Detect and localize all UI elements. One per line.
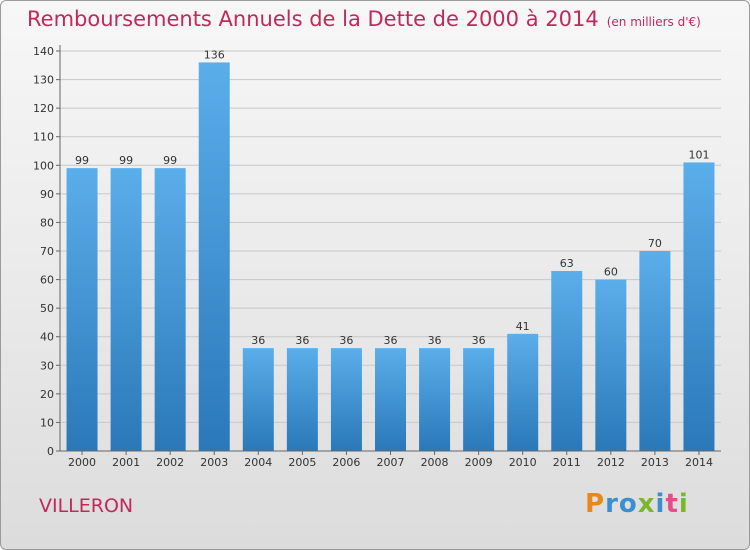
y-tick-label: 60 bbox=[40, 274, 54, 287]
bars: 99 99 99 136 36 36 36 36 36 36 41 63 60 70 101 bbox=[66, 48, 715, 452]
y-tick-label: 130 bbox=[33, 74, 54, 87]
x-tick-label: 2013 bbox=[641, 456, 669, 469]
brand-logo: Proxiti bbox=[585, 489, 689, 519]
x-tick-label: 2002 bbox=[156, 456, 184, 469]
x-tick-label: 2001 bbox=[112, 456, 140, 469]
y-axis: 0 10 20 30 40 50 60 70 80 90 100 110 120 130 140 bbox=[33, 45, 61, 458]
y-tick-label: 30 bbox=[40, 359, 54, 372]
data-label: 60 bbox=[604, 266, 618, 279]
data-label: 36 bbox=[251, 334, 265, 347]
y-tick-label: 20 bbox=[40, 388, 54, 401]
data-label: 136 bbox=[204, 48, 225, 61]
data-label: 99 bbox=[75, 154, 89, 167]
bar bbox=[683, 162, 715, 451]
chart-subtitle: (en milliers d'€) bbox=[606, 15, 701, 29]
data-label: 36 bbox=[339, 334, 353, 347]
commune-name: VILLERON bbox=[39, 495, 134, 517]
x-tick-label: 2010 bbox=[509, 456, 537, 469]
bar bbox=[595, 279, 627, 451]
bar bbox=[198, 62, 230, 452]
bar bbox=[507, 333, 539, 451]
bar bbox=[375, 348, 406, 451]
x-tick-label: 2006 bbox=[332, 456, 360, 469]
data-label: 63 bbox=[560, 257, 574, 270]
bar bbox=[639, 251, 671, 451]
data-label: 36 bbox=[384, 334, 398, 347]
y-tick-label: 40 bbox=[40, 331, 54, 344]
y-tick-label: 120 bbox=[33, 102, 54, 115]
x-tick-label: 2005 bbox=[288, 456, 316, 469]
x-tick-label: 2012 bbox=[597, 456, 625, 469]
y-tick-label: 110 bbox=[33, 131, 54, 144]
data-label: 36 bbox=[428, 334, 442, 347]
y-tick-label: 10 bbox=[40, 416, 54, 429]
x-tick-label: 2011 bbox=[553, 456, 581, 469]
x-tick-label: 2004 bbox=[244, 456, 272, 469]
y-tick-label: 0 bbox=[47, 445, 54, 458]
y-tick-label: 140 bbox=[33, 45, 54, 58]
bar bbox=[110, 168, 142, 451]
title-text: Remboursements Annuels de la Dette de 20… bbox=[27, 7, 599, 31]
bar bbox=[419, 348, 451, 451]
x-tick-label: 2003 bbox=[200, 456, 228, 469]
data-label: 101 bbox=[688, 148, 709, 161]
chart-title: Remboursements Annuels de la Dette de 20… bbox=[27, 7, 701, 31]
data-label: 36 bbox=[295, 334, 309, 347]
y-tick-label: 80 bbox=[40, 216, 54, 229]
data-label: 99 bbox=[119, 154, 133, 167]
y-tick-label: 70 bbox=[40, 245, 54, 258]
bar bbox=[463, 348, 495, 451]
bar bbox=[330, 348, 362, 451]
bar bbox=[154, 168, 186, 451]
y-tick-label: 50 bbox=[40, 302, 54, 315]
x-tick-label: 2007 bbox=[377, 456, 405, 469]
x-tick-label: 2009 bbox=[465, 456, 493, 469]
bar bbox=[286, 348, 318, 451]
y-tick-label: 100 bbox=[33, 159, 54, 172]
y-tick-label: 90 bbox=[40, 188, 54, 201]
bar bbox=[66, 168, 98, 451]
data-label: 99 bbox=[163, 154, 177, 167]
x-tick-label: 2008 bbox=[421, 456, 449, 469]
x-axis: 2000 2001 2002 2003 2004 2005 2006 2007 2008 2009… bbox=[60, 450, 721, 469]
data-label: 41 bbox=[516, 320, 530, 333]
x-tick-label: 2000 bbox=[68, 456, 96, 469]
bar bbox=[551, 271, 583, 451]
data-label: 36 bbox=[472, 334, 486, 347]
bar bbox=[242, 348, 274, 451]
x-tick-label: 2014 bbox=[685, 456, 713, 469]
data-label: 70 bbox=[648, 237, 662, 250]
